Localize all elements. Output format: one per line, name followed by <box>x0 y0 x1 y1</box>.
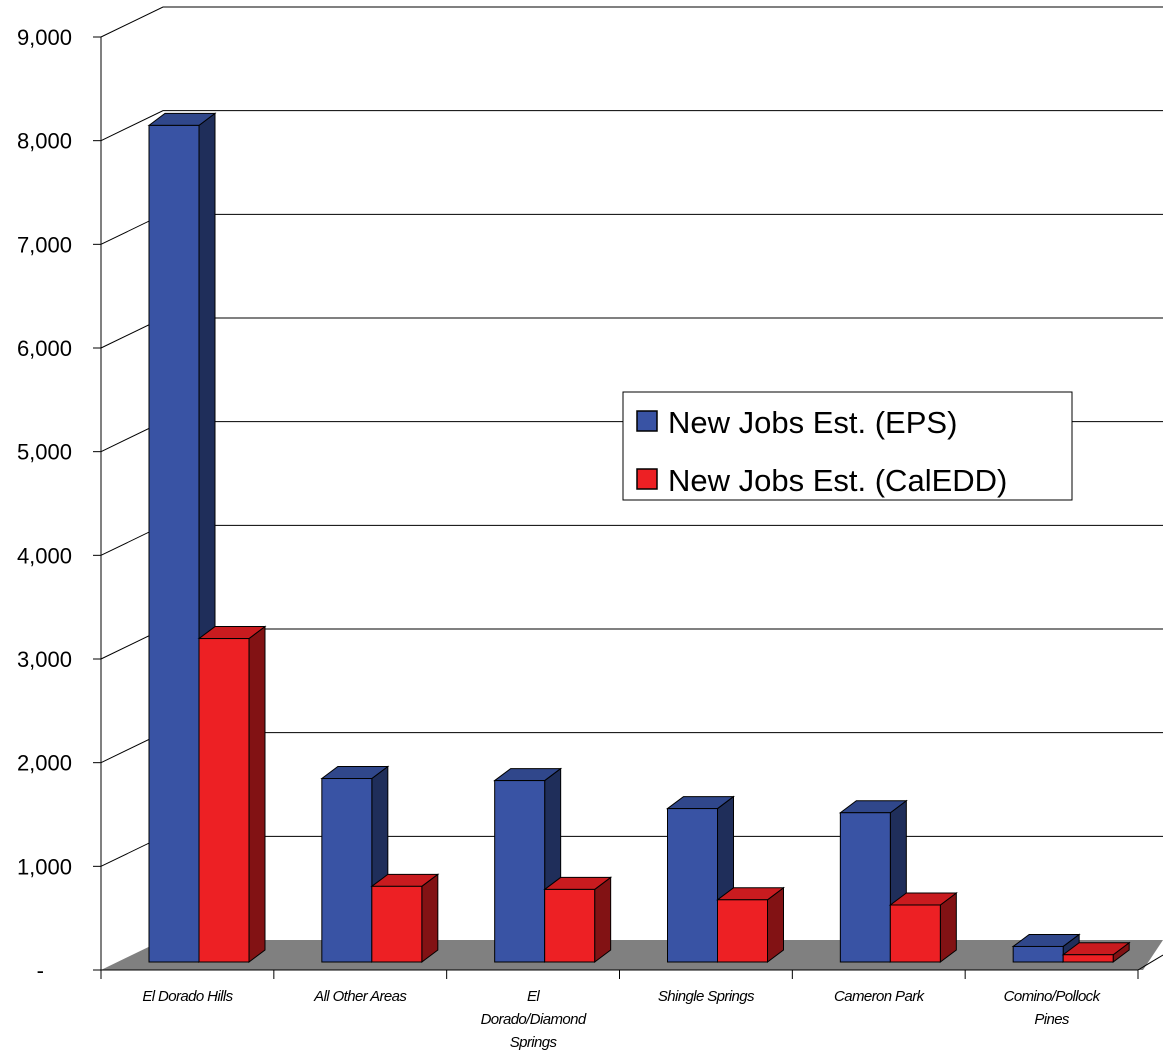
x-tick-label: Cameron Park <box>834 988 926 1005</box>
bar-front <box>544 888 596 963</box>
bar <box>666 795 735 963</box>
x-tick-label: El <box>527 988 540 1005</box>
legend-item-eps: New Jobs Est. (EPS) <box>636 405 957 440</box>
bar-side <box>767 886 784 963</box>
bar <box>1061 941 1131 963</box>
bar-front <box>717 899 768 963</box>
bar-front <box>321 778 373 963</box>
y-tick-label: 2,000 <box>17 751 72 776</box>
y-tick-label: 9,000 <box>17 25 72 50</box>
bar-front <box>371 885 423 963</box>
y-tick-label: 4,000 <box>17 543 72 568</box>
chart-walls <box>101 7 163 970</box>
axes <box>93 36 1163 979</box>
x-tick-label: Pines <box>1034 1011 1070 1028</box>
legend-label-eps: New Jobs Est. (EPS) <box>668 405 957 440</box>
gridline <box>100 110 1163 142</box>
y-tick-label: 1,000 <box>17 854 72 879</box>
y-tick-label: 6,000 <box>17 336 72 361</box>
y-tick-label: 3,000 <box>17 647 72 672</box>
legend: New Jobs Est. (EPS) New Jobs Est. (CalED… <box>622 391 1073 501</box>
bar-front <box>667 808 718 963</box>
gridline <box>100 213 1163 245</box>
bar <box>197 625 267 963</box>
x-tick-label: Comino/Pollock <box>1004 988 1102 1005</box>
side-wall <box>101 7 163 970</box>
legend-label-caledd: New Jobs Est. (CalEDD) <box>668 463 1007 498</box>
bar-side <box>248 625 266 963</box>
legend-item-caledd: New Jobs Est. (CalEDD) <box>636 463 1007 498</box>
gridline <box>100 524 1163 556</box>
bar <box>543 876 613 963</box>
y-tick-label: 5,000 <box>17 440 72 465</box>
bar-front <box>1012 945 1064 963</box>
floor-edge <box>1137 954 1163 971</box>
x-tick-label: All Other Areas <box>313 988 407 1005</box>
bar-front <box>889 904 941 963</box>
x-tick-label: Dorado/Diamond <box>481 1011 587 1028</box>
x-tick-label: Springs <box>510 1034 558 1051</box>
legend-box <box>622 391 1073 501</box>
legend-swatch-caledd <box>636 468 658 490</box>
bar <box>716 886 785 963</box>
gridline <box>100 6 1163 38</box>
bar-front <box>494 780 546 963</box>
y-tick-label: 7,000 <box>17 232 72 257</box>
bars <box>147 112 1131 963</box>
bar-front <box>148 124 200 963</box>
y-axis-tick-labels: - 1,000 2,000 3,000 4,000 5,000 6,000 7,000 8,00… <box>17 25 72 983</box>
bar-front <box>839 812 891 963</box>
bar-side <box>421 873 439 963</box>
bar <box>888 891 958 963</box>
x-tick-label: El Dorado Hills <box>142 988 233 1005</box>
bar-side <box>594 876 612 963</box>
y-tick-label: 8,000 <box>17 129 72 154</box>
x-axis-tick-labels: El Dorado Hills All Other Areas El Dorado/D… <box>142 988 1102 1051</box>
bar <box>370 873 440 963</box>
x-tick-label: Shingle Springs <box>658 988 755 1005</box>
legend-swatch-eps <box>636 410 658 432</box>
bar-front <box>198 638 250 963</box>
bar-front <box>1062 954 1114 963</box>
gridline <box>100 317 1163 349</box>
y-tick-label: - <box>37 958 44 983</box>
